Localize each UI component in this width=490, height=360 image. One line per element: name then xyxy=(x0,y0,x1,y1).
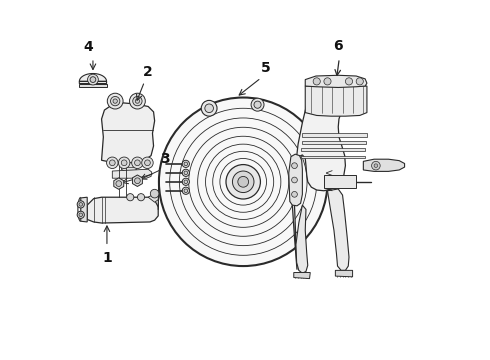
Circle shape xyxy=(132,157,143,168)
Polygon shape xyxy=(112,169,152,178)
Circle shape xyxy=(77,211,84,219)
Circle shape xyxy=(133,96,142,106)
Circle shape xyxy=(79,203,82,206)
Circle shape xyxy=(345,78,353,85)
Circle shape xyxy=(182,187,190,194)
Circle shape xyxy=(182,169,190,176)
Polygon shape xyxy=(81,197,87,222)
Circle shape xyxy=(135,99,140,103)
Circle shape xyxy=(135,160,140,166)
Circle shape xyxy=(201,100,217,116)
Circle shape xyxy=(88,74,98,85)
Text: 4: 4 xyxy=(84,40,94,54)
Circle shape xyxy=(313,78,320,85)
Circle shape xyxy=(184,162,188,166)
Polygon shape xyxy=(101,103,155,163)
Circle shape xyxy=(232,171,254,193)
Circle shape xyxy=(137,194,145,201)
Circle shape xyxy=(292,192,297,197)
Circle shape xyxy=(292,163,297,168)
Polygon shape xyxy=(114,178,124,189)
Circle shape xyxy=(107,157,118,168)
Circle shape xyxy=(119,157,130,168)
Circle shape xyxy=(184,189,188,193)
Circle shape xyxy=(292,177,297,183)
Polygon shape xyxy=(302,134,367,137)
Text: 1: 1 xyxy=(102,251,112,265)
Circle shape xyxy=(324,78,331,85)
Circle shape xyxy=(129,93,146,109)
Circle shape xyxy=(135,178,140,184)
Polygon shape xyxy=(302,141,366,144)
Text: 2: 2 xyxy=(143,64,152,78)
Circle shape xyxy=(374,164,378,167)
Polygon shape xyxy=(294,273,310,279)
Polygon shape xyxy=(289,154,302,206)
Circle shape xyxy=(79,213,82,217)
Polygon shape xyxy=(296,205,308,273)
Circle shape xyxy=(90,77,96,82)
Circle shape xyxy=(116,181,122,186)
Circle shape xyxy=(205,104,214,113)
Circle shape xyxy=(77,201,84,208)
Polygon shape xyxy=(87,197,158,223)
Polygon shape xyxy=(305,86,367,116)
Circle shape xyxy=(113,99,117,103)
Circle shape xyxy=(184,180,188,184)
Polygon shape xyxy=(79,73,107,84)
Circle shape xyxy=(254,101,261,108)
Circle shape xyxy=(126,194,134,201)
Circle shape xyxy=(159,98,327,266)
Polygon shape xyxy=(301,148,366,151)
Text: 6: 6 xyxy=(333,39,343,53)
Circle shape xyxy=(238,176,248,187)
Circle shape xyxy=(182,160,190,167)
Circle shape xyxy=(150,189,159,198)
Circle shape xyxy=(145,160,150,166)
Polygon shape xyxy=(79,84,107,87)
Polygon shape xyxy=(364,159,405,171)
Circle shape xyxy=(182,178,190,185)
Circle shape xyxy=(122,160,127,166)
Circle shape xyxy=(109,160,115,166)
Polygon shape xyxy=(300,156,365,158)
Circle shape xyxy=(107,93,123,109)
Polygon shape xyxy=(327,189,349,270)
Polygon shape xyxy=(132,175,143,186)
Circle shape xyxy=(142,157,153,168)
Polygon shape xyxy=(293,82,366,270)
Circle shape xyxy=(111,96,120,106)
Polygon shape xyxy=(148,190,160,202)
Circle shape xyxy=(371,161,380,170)
Circle shape xyxy=(226,165,260,199)
Polygon shape xyxy=(305,75,367,87)
Polygon shape xyxy=(122,163,137,172)
Circle shape xyxy=(251,98,264,111)
Circle shape xyxy=(184,171,188,175)
Polygon shape xyxy=(324,175,356,188)
Circle shape xyxy=(356,78,364,85)
Text: 3: 3 xyxy=(161,152,170,166)
Text: 5: 5 xyxy=(261,61,270,75)
Polygon shape xyxy=(335,270,353,277)
